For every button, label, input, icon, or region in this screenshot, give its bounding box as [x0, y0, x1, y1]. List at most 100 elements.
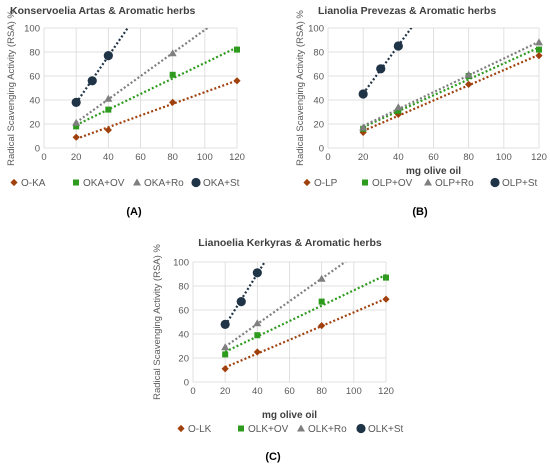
y-tick-label: 40 [29, 96, 40, 107]
data-point-OLK+OV [222, 351, 229, 358]
x-tick-label: 60 [135, 152, 146, 163]
x-tick-label: 120 [531, 152, 547, 163]
data-point-OLK+Ro [221, 343, 230, 351]
data-point-OLP+OV [395, 107, 402, 114]
legend-label: O-KA [21, 178, 46, 189]
legend-marker-OLP+OV [362, 179, 368, 186]
legend-label: OKA+OV [83, 178, 125, 189]
x-tick-label: 40 [393, 152, 404, 163]
data-point-O-LP [535, 52, 543, 60]
x-tick-label: 0 [325, 152, 330, 163]
data-point-OLK+OV [254, 332, 261, 339]
legend-marker-OLP+St [490, 177, 500, 188]
data-point-O-KA [72, 133, 80, 141]
trendline-OKA+OV [75, 46, 237, 127]
legend-marker-OLK+Ro [297, 424, 305, 432]
legend-label: O-LP [314, 178, 338, 189]
legend-marker-O-LK [177, 424, 185, 433]
legend-label: OLK+OV [248, 424, 289, 435]
data-point-OKA+Ro [72, 118, 81, 126]
legend-label: OLP+OV [372, 178, 413, 189]
trendline-OLP+Ro [362, 40, 539, 127]
x-tick-label: 100 [197, 152, 213, 163]
x-tick-label: 20 [71, 152, 82, 163]
trendline-O-KA [75, 79, 237, 140]
legend-label: OKA+Ro [144, 178, 184, 189]
x-tick-label: 20 [358, 152, 369, 163]
data-point-OKA+OV [234, 46, 240, 53]
panel-label: (B) [412, 206, 428, 218]
x-tick-label: 100 [496, 152, 512, 163]
y-tick-label: 20 [313, 120, 324, 131]
chart-title: Konservoelia Artas & Aromatic herbs [10, 5, 196, 17]
data-point-O-KA [233, 77, 241, 85]
data-point-O-LK [221, 365, 229, 373]
trendline-OLP+OV [362, 46, 539, 129]
data-point-OLP+Ro [394, 103, 403, 111]
data-point-OKA+OV [169, 71, 176, 78]
data-point-O-LK [318, 322, 326, 330]
trendline-O-LP [362, 53, 539, 132]
data-point-OLK+St [236, 297, 246, 307]
panel-label: (A) [126, 206, 142, 218]
y-tick-label: 40 [178, 330, 189, 341]
y-tick-label: 80 [29, 48, 40, 59]
trendline-O-LK [224, 297, 386, 369]
x-axis-label: mg olive oil [406, 166, 461, 177]
legend-marker-OLK+St [356, 423, 366, 434]
data-point-OKA+Ro [168, 49, 177, 57]
y-tick-label: 20 [29, 120, 40, 131]
legend-marker-OLK+OV [238, 425, 244, 432]
data-point-OLP+OV [536, 46, 542, 53]
data-point-OLP+Ro [535, 38, 543, 46]
chart-panel-3: Lianoelia Kerkyras & Aromatic herbs 0 20 40… [152, 237, 404, 463]
data-point-OLK+St [252, 268, 262, 278]
data-point-O-KA [104, 126, 112, 134]
x-tick-label: 80 [167, 152, 178, 163]
data-point-OLP+St [393, 41, 403, 51]
chart-panel-1: Konservoelia Artas & Aromatic herbs 0 20 40… [6, 5, 245, 218]
x-tick-label: 120 [229, 152, 245, 163]
x-tick-label: 60 [428, 152, 439, 163]
y-tick-label: 0 [35, 144, 40, 155]
data-point-O-KA [169, 98, 177, 106]
trendline-OKA+St [75, 28, 130, 104]
data-point-OLK+OV [383, 274, 389, 281]
x-tick-label: 20 [220, 386, 231, 397]
y-tick-label: 100 [308, 24, 324, 35]
legend-label: OLP+Ro [435, 178, 474, 189]
x-tick-label: 40 [103, 152, 114, 163]
data-point-O-LK [382, 295, 390, 303]
y-tick-label: 40 [313, 96, 324, 107]
x-tick-label: 0 [190, 386, 195, 397]
data-point-OLP+Ro [464, 70, 473, 78]
y-tick-label: 80 [178, 282, 189, 293]
y-tick-label: 60 [178, 306, 189, 317]
legend-marker-OKA+St [191, 177, 201, 188]
legend-marker-O-LP [303, 178, 311, 187]
data-point-OLP+Ro [359, 123, 368, 131]
data-point-OKA+OV [73, 123, 80, 130]
y-axis-label: Radical Scavenging Activity (RSA) % [152, 244, 163, 400]
legend-marker-OKA+Ro [133, 178, 141, 186]
data-point-OLK+St [220, 319, 230, 329]
trendline-OLK+St [224, 262, 266, 326]
data-point-OKA+St [87, 76, 97, 86]
legend-label: OLK+St [368, 424, 404, 435]
y-tick-label: 20 [178, 354, 189, 365]
x-tick-label: 80 [463, 152, 474, 163]
legend-label: OLP+St [502, 178, 538, 189]
chart-panel-2: Lianolia Prevezas & Aromatic herbs 0 20 40 6… [295, 5, 547, 218]
trendline-OLK+OV [224, 273, 386, 353]
data-point-OLK+OV [318, 298, 325, 305]
data-point-OKA+OV [105, 106, 112, 113]
x-tick-label: 80 [316, 386, 327, 397]
data-point-OLP+St [358, 89, 368, 99]
legend-marker-O-KA [10, 178, 18, 187]
panel-label: (C) [265, 451, 281, 463]
y-axis-label: Radical Scavenging Activity (RSA) % [295, 10, 306, 166]
x-tick-label: 60 [284, 386, 295, 397]
y-axis-label: Radical Scavenging Activity (RSA) % [6, 10, 17, 166]
y-tick-label: 100 [173, 258, 189, 269]
